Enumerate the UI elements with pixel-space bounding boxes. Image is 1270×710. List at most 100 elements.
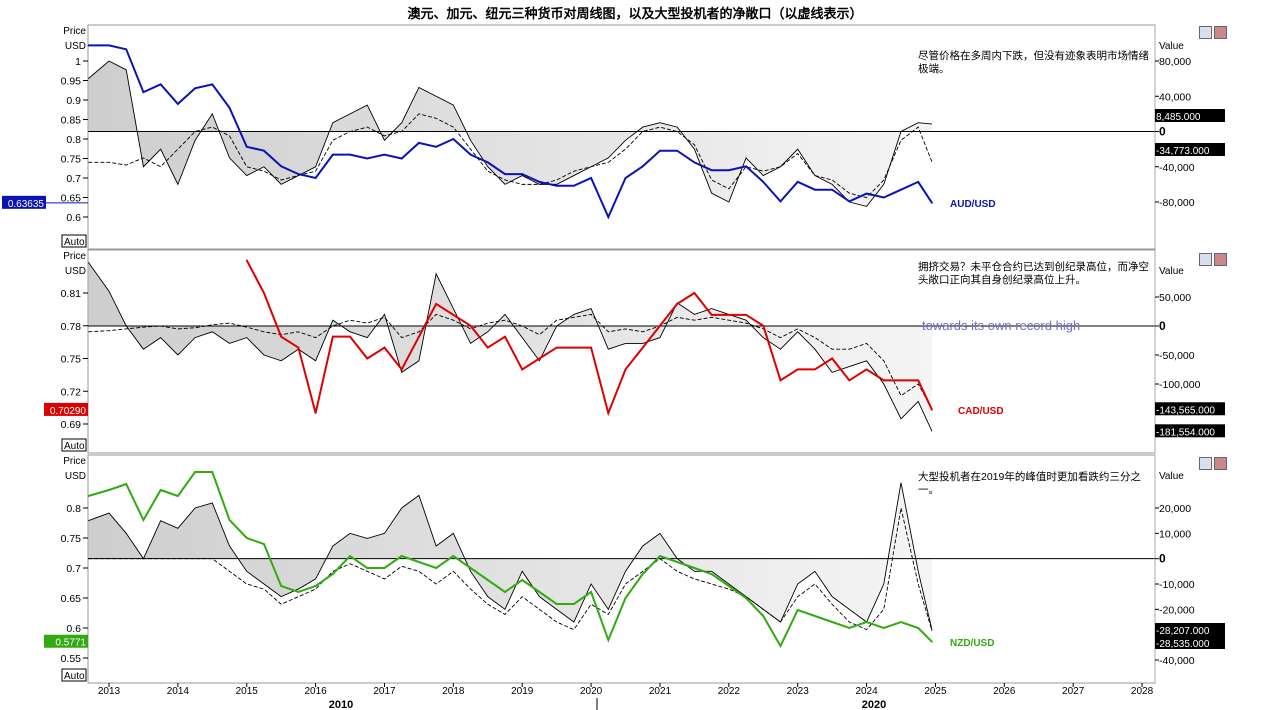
minimize-icon[interactable]	[1199, 253, 1212, 266]
price-point	[332, 335, 334, 338]
left-tick-label: 0.72	[61, 386, 82, 398]
price-point	[555, 346, 558, 349]
price-point	[831, 621, 833, 623]
last-value-label: -28,207.000	[1156, 626, 1210, 637]
price-point	[504, 173, 506, 175]
left-tick-label: 0.8	[66, 503, 81, 515]
price-point	[159, 83, 162, 86]
price-point	[521, 173, 524, 175]
close-icon[interactable]	[1214, 26, 1227, 39]
right-axis-title: Value	[1159, 471, 1184, 482]
x-tick-label: 2028	[1131, 686, 1154, 697]
price-point	[469, 153, 472, 156]
left-tick-label: 0.65	[61, 193, 82, 205]
left-tick-label: 0.65	[61, 593, 82, 605]
left-axis-unit: USD	[65, 266, 86, 277]
price-point	[314, 585, 317, 587]
price-point	[418, 335, 420, 338]
price-point	[573, 603, 575, 605]
close-icon[interactable]	[1214, 457, 1227, 470]
x-tick-label: 2025	[924, 686, 947, 697]
last-value-box	[1155, 109, 1225, 122]
price-point	[297, 591, 300, 593]
price-point	[177, 103, 179, 105]
close-icon[interactable]	[1214, 253, 1227, 266]
left-tick-label: 0.69	[61, 419, 82, 431]
price-point	[659, 555, 661, 557]
price-point	[659, 324, 661, 327]
price-point	[573, 346, 575, 349]
price-point	[745, 597, 747, 599]
x-tick-label: 2015	[236, 686, 259, 697]
right-tick-label: 0	[1159, 319, 1166, 333]
price-point	[349, 153, 351, 156]
price-point	[865, 621, 868, 623]
right-tick-label: -40,000	[1159, 655, 1195, 667]
last-value-label: 8,485.000	[1156, 112, 1201, 123]
price-point	[521, 368, 524, 371]
panel-controls-cad	[1197, 253, 1227, 266]
last-value-box	[1155, 424, 1225, 438]
last-price-box	[44, 634, 88, 648]
left-tick-label: 0.6	[66, 212, 81, 224]
minimize-icon[interactable]	[1199, 457, 1212, 470]
left-tick-label: 0.6	[66, 623, 81, 635]
price-point	[538, 357, 541, 360]
auto-button	[61, 234, 87, 248]
price-point	[573, 185, 575, 187]
price-point	[108, 489, 110, 491]
price-point	[931, 409, 933, 411]
right-tick-label: 50,000	[1159, 292, 1191, 304]
last-value-label: -28,535.000	[1156, 639, 1210, 650]
left-tick-label: 0.78	[61, 321, 82, 333]
price-point	[659, 149, 661, 152]
x-tick-label: 2013	[98, 686, 121, 697]
auto-button	[61, 668, 87, 682]
auto-button-label: Auto	[64, 237, 85, 248]
x-tick-label: 2024	[855, 686, 878, 697]
net-position-line	[87, 261, 933, 432]
price-point	[366, 357, 369, 360]
auto-button-label: Auto	[64, 441, 85, 452]
price-point	[194, 87, 196, 90]
price-point	[418, 142, 420, 144]
x-tick-label: 2016	[304, 686, 327, 697]
auto-button-label: Auto	[64, 671, 85, 682]
price-point	[400, 157, 403, 160]
minimize-icon[interactable]	[1199, 26, 1212, 39]
price-point	[796, 368, 799, 371]
price-point	[728, 169, 730, 171]
price-point	[745, 165, 747, 168]
price-point	[87, 495, 90, 497]
left-tick-label: 0.9	[66, 95, 81, 107]
price-point	[900, 621, 902, 623]
price-point	[762, 324, 765, 327]
price-point	[159, 489, 162, 491]
price-point	[917, 379, 920, 382]
price-point	[228, 519, 231, 521]
price-point	[882, 196, 885, 199]
pair-label: AUD/USD	[950, 199, 996, 210]
x-tick-label: 2020	[580, 686, 603, 697]
price-point	[641, 573, 644, 575]
price-point	[762, 181, 765, 183]
price-point	[521, 579, 524, 581]
annotation-nzd: 大型投机者在2019年的峰值时更加看跌约三分之一。	[918, 471, 1141, 496]
price-point	[211, 83, 214, 86]
left-tick-label: 0.75	[61, 154, 82, 166]
price-point	[245, 259, 248, 262]
price-point	[607, 639, 610, 641]
price-point	[366, 157, 369, 160]
price-point	[710, 314, 713, 316]
price-point	[931, 202, 933, 204]
pair-label: NZD/USD	[950, 638, 994, 649]
price-point	[280, 165, 282, 168]
price-point	[624, 368, 627, 371]
last-value-box	[1155, 143, 1225, 156]
price-point	[400, 555, 403, 557]
last-value-box	[1155, 636, 1225, 649]
last-value-label: -34,773.000	[1156, 146, 1210, 157]
price-point	[865, 192, 868, 195]
right-tick-label: 0	[1159, 125, 1166, 139]
